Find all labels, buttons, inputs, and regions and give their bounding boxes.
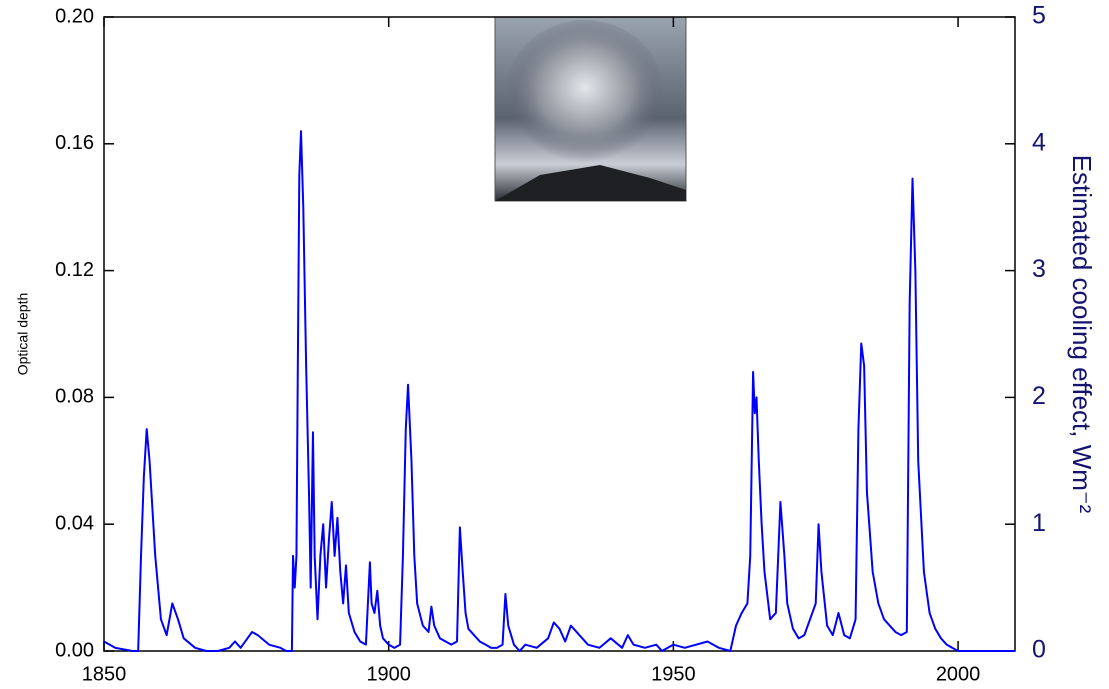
y2-tick-label: 1 (1032, 509, 1046, 537)
y-tick-label: 0.16 (55, 132, 94, 154)
y-tick-label: 0.08 (55, 386, 94, 408)
plot-frame (103, 16, 1016, 652)
eruption-photo (494, 16, 687, 202)
y-tick-label: 0.04 (55, 512, 94, 534)
optical-depth-line (103, 130, 1015, 652)
y-axis-label: Optical depth (15, 293, 31, 376)
y2-tick-label: 2 (1032, 382, 1046, 410)
y2-tick-label: 4 (1032, 128, 1046, 156)
x-tick-label: 1950 (651, 663, 696, 685)
x-tick-label: 2000 (936, 663, 981, 685)
y2-tick-label: 3 (1032, 255, 1046, 283)
y-tick-label: 0.00 (55, 639, 94, 661)
y2-tick-label: 0 (1032, 636, 1046, 664)
x-tick-label: 1850 (82, 663, 127, 685)
y2-tick-label: 5 (1032, 2, 1046, 30)
x-tick-label: 1900 (366, 663, 411, 685)
y2-axis-label: Estimated cooling effect, Wm⁻² (1067, 155, 1097, 514)
y-tick-label: 0.12 (55, 259, 94, 281)
y-tick-label: 0.20 (55, 5, 94, 27)
